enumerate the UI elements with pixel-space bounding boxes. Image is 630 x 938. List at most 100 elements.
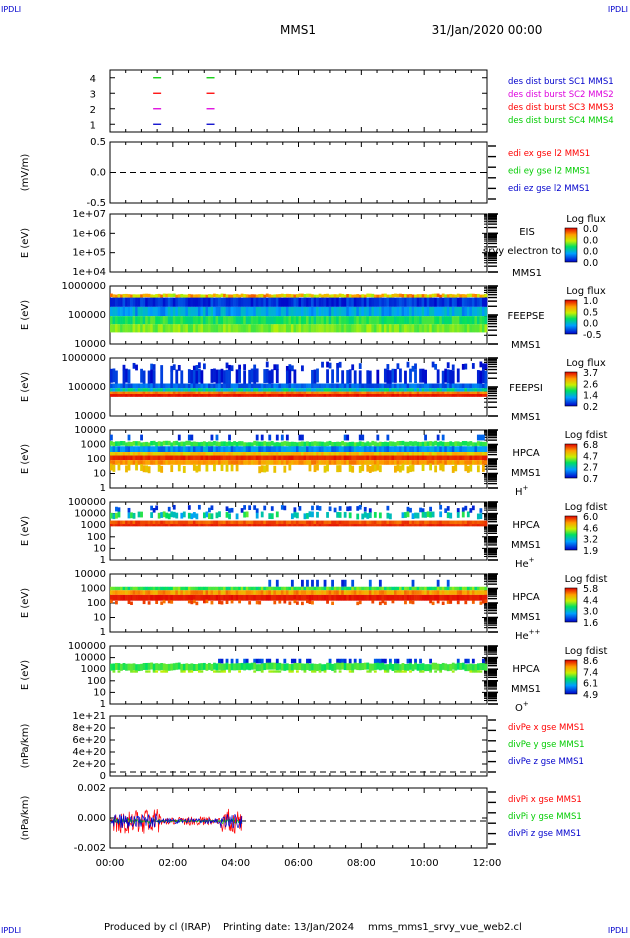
hpca-h-cell	[180, 452, 184, 456]
hpca-he1-cell	[258, 524, 262, 527]
hpca-h-cell	[436, 434, 440, 441]
hpca-h-cell	[208, 441, 211, 447]
hpca-he2-cell	[336, 586, 340, 591]
hpca-he2-cell	[293, 590, 297, 595]
feepsi-cell	[426, 388, 430, 392]
feepsi-cell	[195, 370, 199, 385]
hpca-he2-cell	[476, 586, 480, 591]
feepse-cell	[368, 297, 372, 307]
hpca-he2-cell	[130, 590, 133, 595]
hpca-h-cell	[127, 434, 131, 441]
feepsi-cell	[484, 370, 488, 385]
hpca-he1-cell	[192, 520, 196, 525]
instrument-label: MMS1	[511, 612, 541, 623]
feepsi-cell	[426, 393, 430, 397]
feepse-cell	[459, 294, 463, 298]
feepsi-cell	[230, 383, 234, 389]
hpca-o-cell	[381, 662, 385, 670]
feepsi-cell	[456, 393, 460, 397]
hpca-h-cell	[293, 455, 297, 461]
feepsi-cell	[476, 393, 480, 397]
hpca-h-cell	[303, 452, 307, 456]
hpca-he1-cell	[115, 512, 118, 519]
feepse-cell	[263, 324, 267, 333]
feepse-cell	[321, 297, 324, 307]
hpca-o-cell	[223, 670, 226, 673]
hpca-he1-cell	[358, 524, 362, 527]
hpca-he1-cell	[429, 520, 433, 525]
feepse-cell	[150, 297, 154, 307]
feepse-cell	[333, 297, 337, 307]
feepse-cell	[338, 297, 342, 307]
hpca-h-cell	[414, 441, 417, 446]
hpca-h-cell	[165, 440, 169, 446]
hpca-h-cell	[265, 460, 269, 465]
hpca-o-cell	[255, 664, 259, 672]
hpca-h-cell	[202, 446, 206, 453]
hpca-h-cell	[376, 452, 380, 456]
feepsi-cell	[115, 393, 118, 397]
hpca-he1-cell	[481, 520, 485, 525]
feepsi-cell	[484, 393, 488, 397]
hpca-he2-cell	[238, 594, 241, 601]
hpca-h-cell	[421, 460, 425, 465]
hpca-h-cell	[182, 455, 186, 461]
hpca-h-cell	[235, 452, 239, 456]
feepsi-cell	[321, 388, 324, 392]
hpca-h-cell	[383, 455, 387, 461]
feepsi-cell	[361, 393, 365, 397]
hpca-h-cell	[373, 460, 377, 465]
hpca-he2-cell	[200, 590, 204, 595]
hpca-he2-cell	[200, 586, 204, 591]
hpca-he2-cell	[323, 579, 327, 587]
feepse-cell	[298, 293, 302, 298]
feepsi-cell	[268, 383, 272, 389]
hpca-he2-cell	[208, 594, 211, 601]
feepse-cell	[426, 324, 430, 333]
hpca-o-cell	[409, 670, 412, 673]
feepsi-cell	[170, 388, 174, 392]
hpca-h-cell	[436, 460, 440, 465]
instrument-label: FEEPSI	[509, 383, 543, 394]
feepse-cell	[316, 316, 319, 325]
hpca-he1-cell	[474, 520, 478, 525]
feepse-cell	[333, 306, 337, 317]
hpca-h-cell	[343, 455, 347, 461]
hpca-he1-cell	[368, 520, 372, 525]
colorbar-tick-label: 3.2	[583, 535, 598, 546]
feepse-cell	[175, 294, 179, 299]
hpca-he2-cell	[409, 600, 412, 604]
feepse-cell	[160, 324, 164, 333]
feepsi-cell	[444, 383, 448, 389]
hpca-h-cell	[391, 452, 395, 456]
feepse-cell	[160, 316, 164, 325]
hpca-h-cell	[208, 455, 211, 461]
hpca-h-cell	[273, 465, 277, 473]
feepse-cell	[220, 316, 224, 325]
feepse-cell	[454, 297, 458, 307]
hpca-he2-cell	[446, 600, 450, 604]
feepse-cell	[170, 293, 174, 298]
feepse-cell	[110, 324, 113, 333]
hpca-he1-cell	[210, 520, 214, 525]
hpca-h-cell	[228, 452, 231, 456]
hpca-he2-cell	[341, 579, 345, 587]
hpca-h-cell	[348, 464, 352, 472]
hpca-o-cell	[117, 670, 121, 673]
hpca-he2-cell	[308, 600, 312, 604]
feepsi-cell	[331, 369, 334, 384]
hpca-h-cell	[381, 452, 385, 456]
feepse-cell	[434, 297, 438, 307]
feepse-cell	[160, 294, 164, 298]
hpca-h-cell	[481, 455, 485, 461]
hpca-h-cell	[343, 460, 347, 465]
feepsi-cell	[388, 388, 392, 392]
feepsi-cell	[328, 383, 332, 389]
feepsi-cell	[479, 370, 483, 385]
feepse-cell	[290, 297, 294, 307]
hpca-he1-cell	[162, 520, 166, 525]
colorbar-label: Log fdist	[565, 646, 608, 657]
feepse-cell	[378, 316, 382, 325]
hpca-he2-cell	[110, 590, 113, 595]
hpca-o-cell	[195, 664, 199, 671]
